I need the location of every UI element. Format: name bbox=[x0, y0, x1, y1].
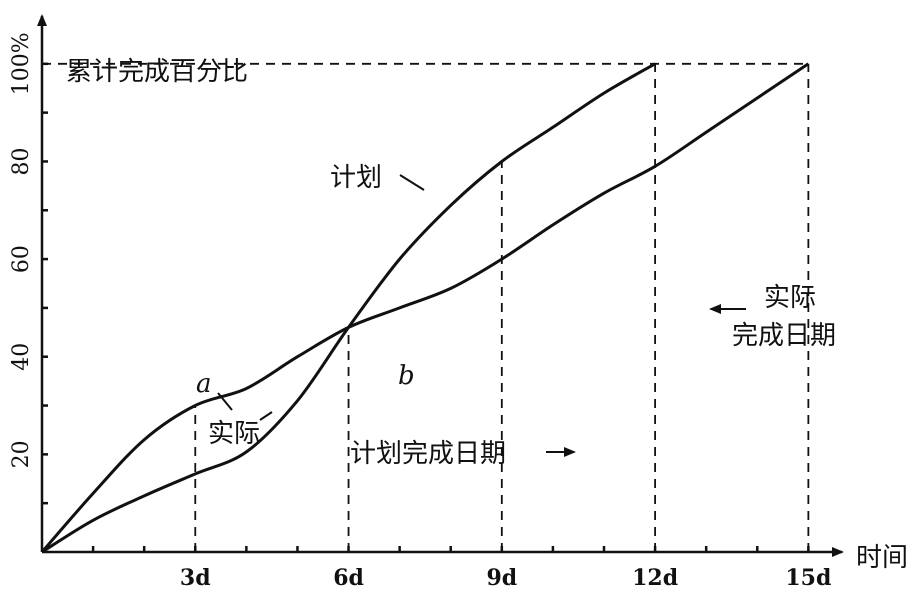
plan-finish-date-label: 计划完成日期 bbox=[350, 439, 506, 469]
actual-curve-label: 实际 bbox=[208, 419, 260, 449]
series-line-actual bbox=[40, 62, 810, 553]
tick-group: 3d 6d 9d 12d 15d 20 40 60 80 100% bbox=[9, 32, 831, 591]
x-tick-label: 6d bbox=[333, 565, 364, 591]
series-line-plan bbox=[41, 62, 656, 554]
point-a-label: a bbox=[196, 369, 212, 399]
plan-curve-label: 计划 bbox=[330, 163, 382, 193]
x-tick-label: 15d bbox=[785, 565, 831, 591]
y-tick-label: 20 bbox=[9, 440, 34, 468]
y-tick-label: 80 bbox=[9, 147, 34, 175]
actual-finish-date-label-line1: 实际 bbox=[764, 283, 816, 313]
y-tick-label: 40 bbox=[9, 343, 34, 371]
guide-lines bbox=[42, 62, 810, 552]
series-curves bbox=[40, 62, 810, 554]
y-axis-title: 累计完成百分比 bbox=[66, 57, 248, 87]
actual-finish-date-label-line2: 完成日期 bbox=[732, 321, 836, 351]
x-axis-title: 时间 bbox=[856, 543, 908, 573]
y-tick-label: 100% bbox=[9, 32, 34, 95]
x-tick-label: 9d bbox=[486, 565, 517, 591]
plan-label-pointer bbox=[399, 174, 425, 191]
x-tick-label: 3d bbox=[180, 565, 211, 591]
actual-label-pointer-up bbox=[217, 392, 233, 411]
y-tick-label: 60 bbox=[9, 245, 34, 273]
point-b-label: b bbox=[398, 361, 415, 391]
actual-label-pointer-right bbox=[259, 411, 273, 421]
x-tick-label: 12d bbox=[632, 565, 678, 591]
